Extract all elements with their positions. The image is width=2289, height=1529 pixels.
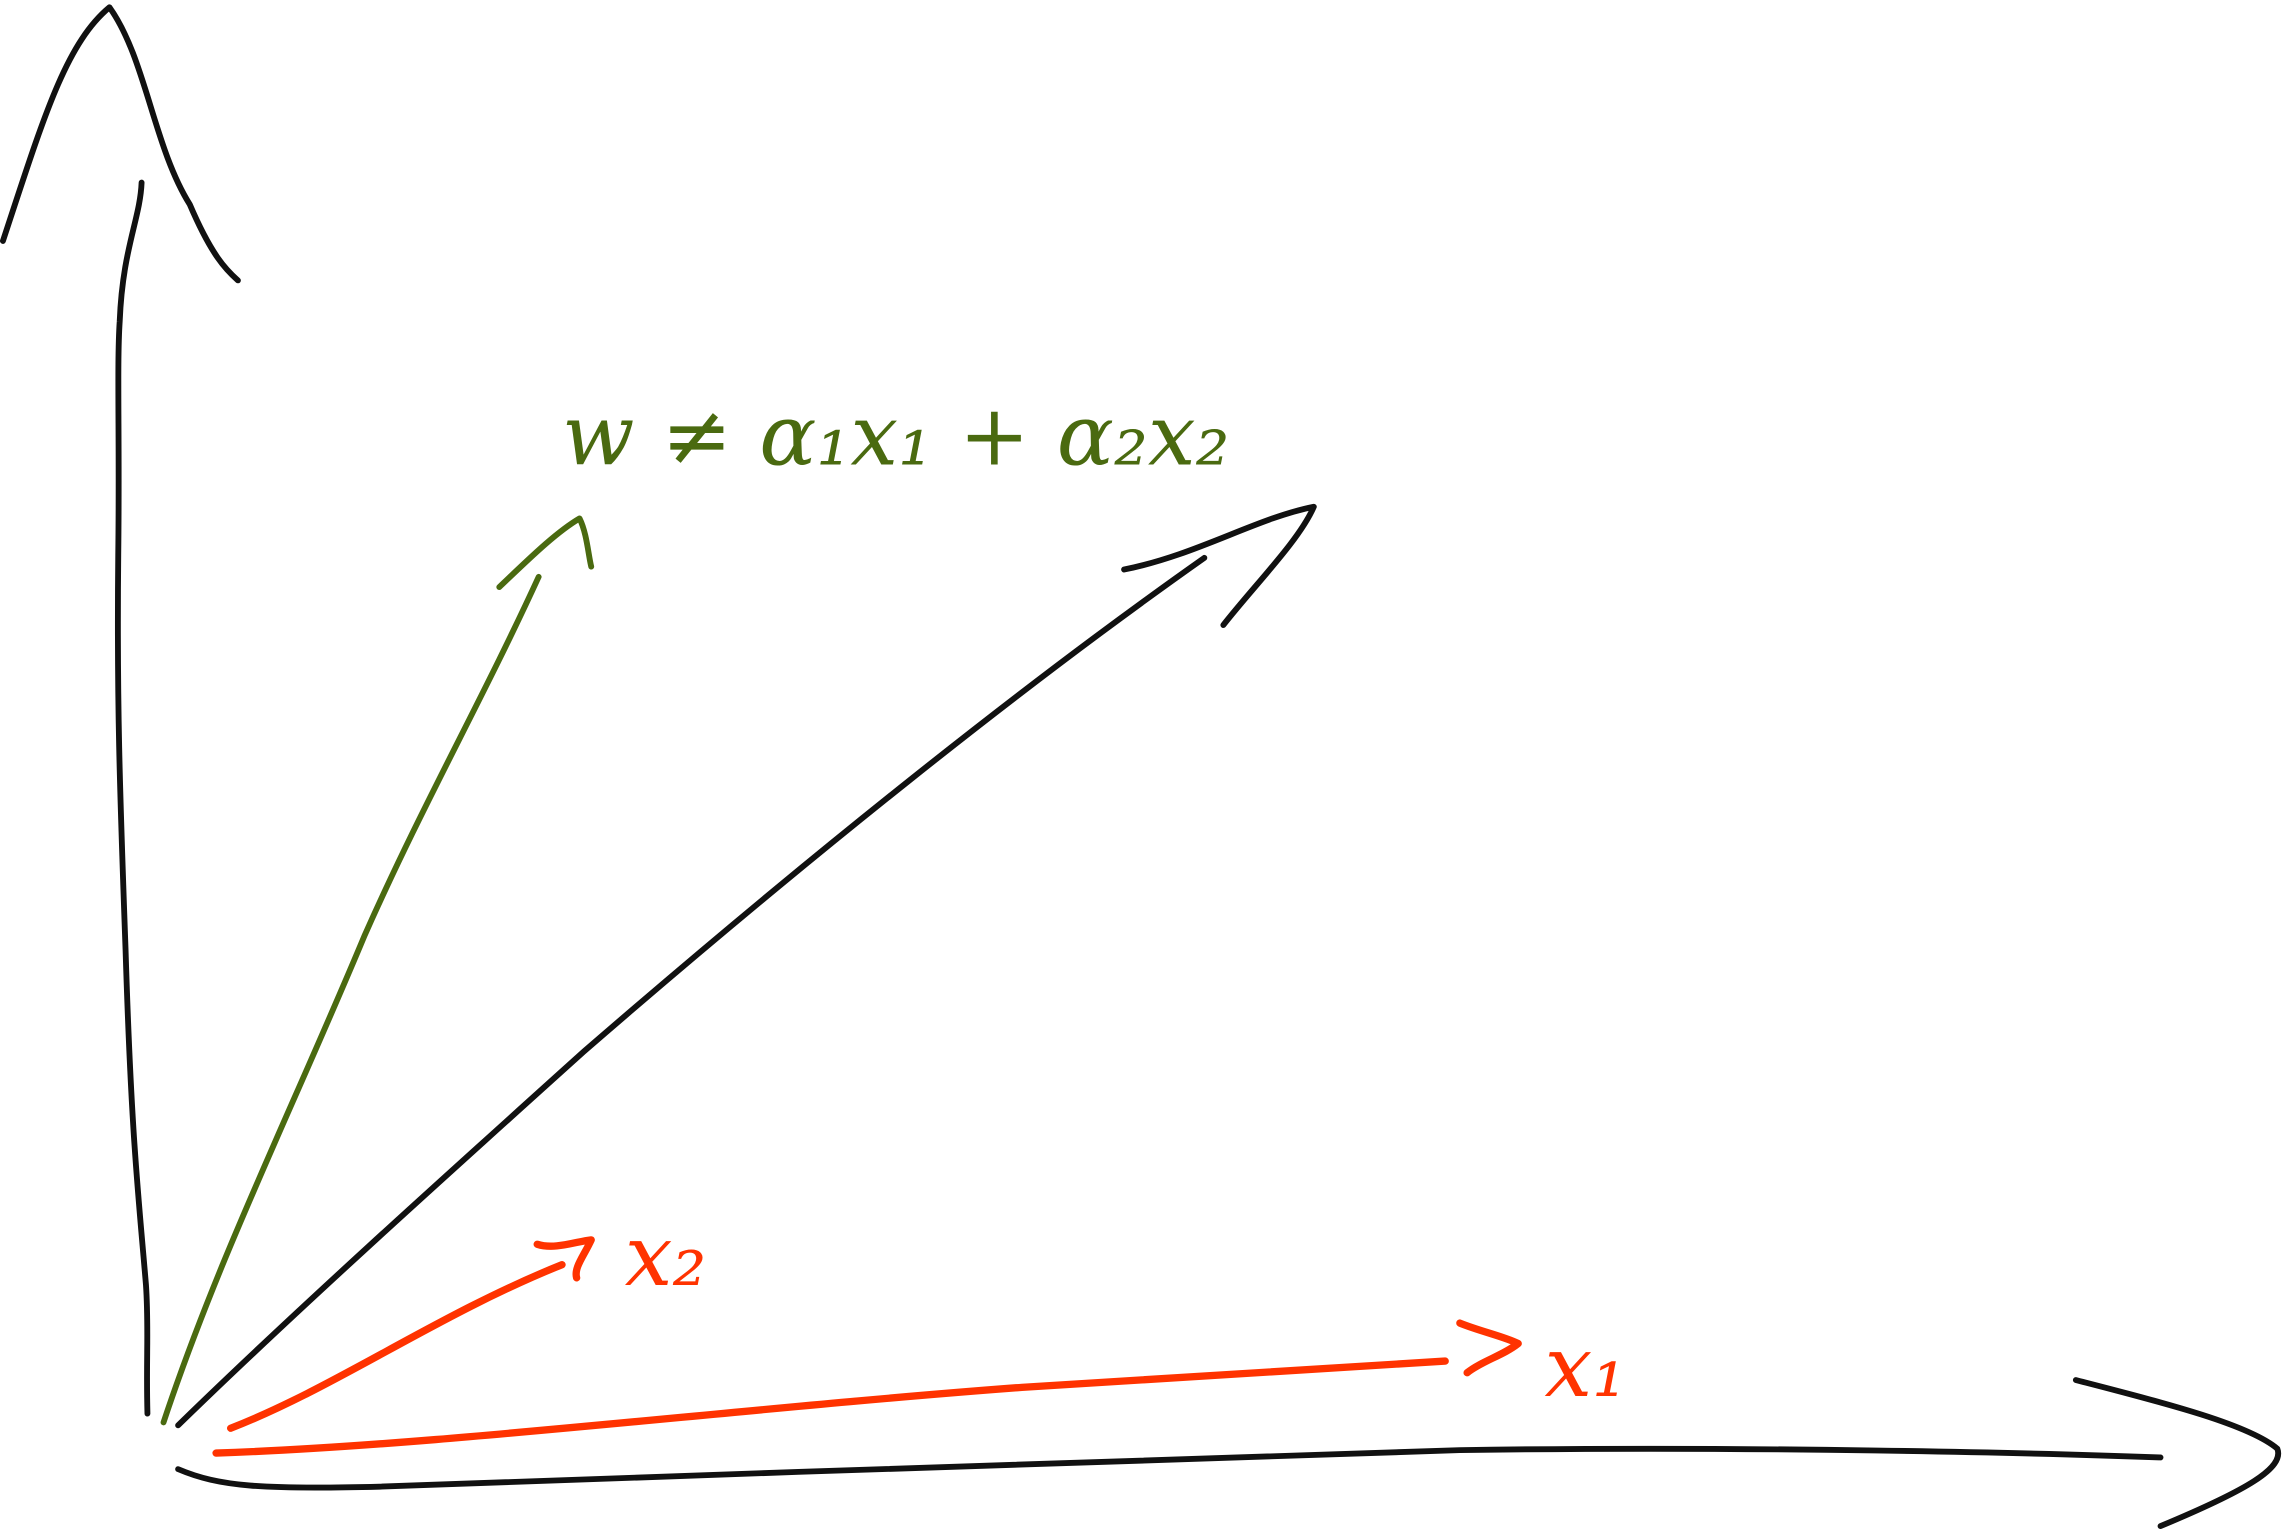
y-axis-arrowhead (0, 4, 241, 284)
combination-label: w ≠ α₁x₁ + α₂x₂ (562, 385, 1230, 484)
x-axis (175, 1445, 2164, 1491)
y-axis (114, 179, 151, 1417)
x2-label: x₂ (625, 1206, 707, 1305)
w-vector-arrowhead (496, 515, 595, 590)
sum-vector (175, 554, 1208, 1429)
x1-label: x₁ (1544, 1317, 1626, 1416)
w-vector (160, 573, 542, 1426)
x1-vector-arrowhead (1456, 1319, 1522, 1377)
x1-vector (212, 1357, 1449, 1457)
sum-vector-arrowhead (1121, 503, 1317, 628)
x-axis-arrowhead (2072, 1377, 2282, 1529)
x2-vector (227, 1261, 566, 1432)
x2-vector-arrowhead (533, 1236, 595, 1282)
